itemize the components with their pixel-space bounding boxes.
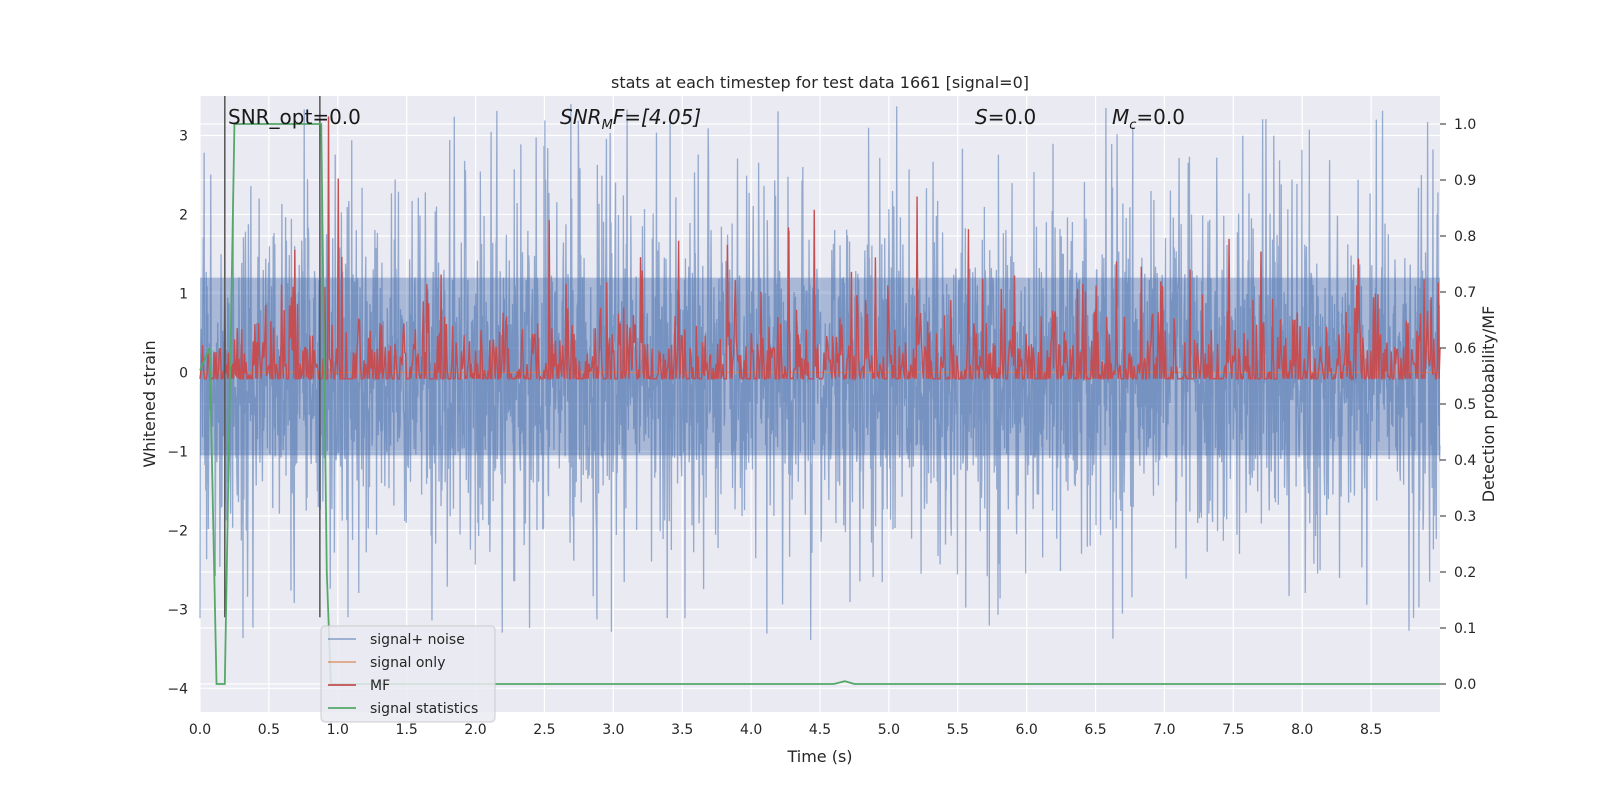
legend-label-mf: MF (370, 678, 390, 694)
x-tick-label: 6.5 (1084, 722, 1106, 738)
mc-symbol: M (1112, 105, 1129, 129)
y-tick-label: −3 (167, 602, 188, 618)
y-right-tick-label: 0.2 (1454, 565, 1476, 581)
x-tick-label: 5.5 (947, 722, 969, 738)
y-right-tick-label: 1.0 (1454, 117, 1476, 133)
s-symbol: S (975, 105, 988, 129)
x-tick-label: 2.5 (533, 722, 555, 738)
y-right-tick-label: 0.4 (1454, 453, 1476, 469)
x-axis-label: Time (s) (786, 747, 852, 766)
y-tick-label: 2 (179, 207, 188, 223)
legend-label-signal-noise: signal+ noise (370, 632, 465, 648)
series-mf (199, 116, 1441, 382)
s-value: =0.0 (988, 105, 1037, 129)
x-tick-label: 7.0 (1153, 722, 1175, 738)
x-tick-label: 8.5 (1360, 722, 1382, 738)
y-right-ticks: 1.0 0.9 0.8 0.7 0.6 0.5 0.4 0.3 0.2 0.1 0.0 (1440, 117, 1476, 693)
x-tick-label: 7.5 (1222, 722, 1244, 738)
y-tick-label: 0 (179, 365, 188, 381)
legend-label-signal-only: signal only (370, 655, 445, 671)
series-signal-noise (199, 104, 1441, 641)
y-right-tick-label: 0.5 (1454, 397, 1476, 413)
legend-label-signal-statistics: signal statistics (370, 701, 478, 717)
annotation-s: S=0.0 (975, 105, 1036, 129)
x-tick-label: 1.5 (396, 722, 418, 738)
x-tick-label: 0.0 (189, 722, 211, 738)
x-tick-label: 3.5 (671, 722, 693, 738)
snr-mf-base: SNR (560, 105, 602, 129)
x-tick-label: 5.0 (878, 722, 900, 738)
mc-value: =0.0 (1136, 105, 1185, 129)
y-tick-label: −2 (167, 523, 188, 539)
x-tick-label: 8.0 (1291, 722, 1313, 738)
y-right-axis-label: Detection probability/MF (1479, 306, 1498, 503)
chart-title: stats at each timestep for test data 166… (611, 73, 1029, 92)
y-tick-label: 3 (179, 128, 188, 144)
y-ticks: 3 2 1 0 −1 −2 −3 −4 (167, 128, 188, 697)
y-right-tick-label: 0.3 (1454, 509, 1476, 525)
y-right-tick-label: 0.9 (1454, 173, 1476, 189)
y-right-tick-label: 0.1 (1454, 621, 1476, 637)
x-tick-label: 0.5 (258, 722, 280, 738)
x-tick-label: 3.0 (602, 722, 624, 738)
legend-box (320, 625, 496, 723)
y-axis-label: Whitened strain (140, 340, 159, 467)
y-tick-label: 1 (179, 286, 188, 302)
y-right-tick-label: 0.8 (1454, 229, 1476, 245)
x-tick-label: 2.0 (464, 722, 486, 738)
legend: signal+ noise signal only MF signal stat… (320, 625, 496, 723)
y-tick-label: −4 (167, 681, 188, 697)
series-signal-statistics (199, 123, 1440, 685)
annotation-snr-opt: SNR_opt=0.0 (228, 105, 361, 129)
snr-mf-rest: F=[4.05] (613, 105, 701, 129)
y-right-tick-label: 0.0 (1454, 677, 1476, 693)
y-right-tick-label: 0.6 (1454, 341, 1476, 357)
annotation-mc: Mc=0.0 (1112, 105, 1185, 133)
mc-sub: c (1129, 118, 1136, 133)
x-ticks: 0.0 0.5 1.0 1.5 2.0 2.5 3.0 3.5 4.0 4.5 5.0 5.5 6.0 6… (189, 722, 1382, 738)
x-tick-label: 4.5 (809, 722, 831, 738)
annotation-snr-mf: SNRMF=[4.05] (560, 105, 701, 133)
x-tick-label: 1.0 (327, 722, 349, 738)
y-right-tick-label: 0.7 (1454, 285, 1476, 301)
x-tick-label: 6.0 (1016, 722, 1038, 738)
x-tick-label: 4.0 (740, 722, 762, 738)
snr-mf-sub: M (602, 118, 613, 133)
plot-area (199, 96, 1441, 685)
y-tick-label: −1 (167, 444, 188, 460)
